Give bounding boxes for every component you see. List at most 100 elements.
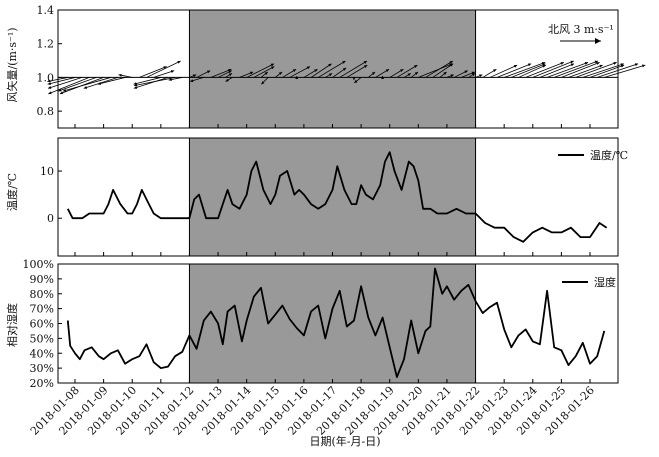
temperature-y-axis-label: 温度/℃ bbox=[5, 173, 19, 211]
y-tick-label: 80% bbox=[30, 288, 54, 301]
wind-vector-head bbox=[270, 66, 275, 70]
wind-vector bbox=[133, 77, 161, 85]
shaded-period-panel-humidity bbox=[189, 264, 476, 383]
wind-vector-head bbox=[414, 65, 418, 68]
wind-vector bbox=[396, 64, 418, 78]
wind-vector-head bbox=[133, 86, 138, 89]
wind-vector-head bbox=[192, 74, 197, 78]
wind-vector-head bbox=[292, 69, 297, 73]
wind-vector-head bbox=[62, 88, 67, 92]
wind-vector bbox=[133, 77, 169, 89]
wind-vector-head bbox=[47, 86, 52, 89]
temperature-line bbox=[66, 151, 608, 243]
y-tick-label: 70% bbox=[30, 303, 54, 316]
y-tick-label: 30% bbox=[30, 362, 54, 375]
wind-vector bbox=[210, 68, 232, 78]
y-tick-label: 20% bbox=[30, 377, 54, 390]
humidity-legend: 湿度 bbox=[562, 275, 616, 289]
wind-vector-head bbox=[354, 79, 358, 83]
y-tick-label: 50% bbox=[30, 332, 54, 345]
humidity-line bbox=[66, 267, 606, 378]
wind-vector-head bbox=[407, 73, 411, 77]
wind-vector-head bbox=[206, 70, 211, 74]
y-tick-label: 90% bbox=[30, 273, 54, 286]
wind-vector-head bbox=[228, 68, 232, 72]
wind-vector bbox=[418, 63, 453, 78]
reference-arrow-head bbox=[595, 38, 601, 44]
wind-vector-head bbox=[527, 63, 532, 67]
wind-vector-head bbox=[48, 91, 52, 95]
wind-vector-head bbox=[278, 71, 283, 76]
wind-vector bbox=[246, 63, 275, 78]
wind-y-axis-label: 风矢量/(m·s⁻¹) bbox=[5, 27, 19, 102]
y-tick-label: 40% bbox=[30, 347, 54, 360]
wind-vector-head bbox=[352, 77, 356, 81]
wind-vector-head bbox=[479, 74, 483, 78]
wind-reference-arrow: 北风 3 m·s⁻¹ bbox=[548, 23, 614, 44]
wind-vector-head bbox=[363, 65, 368, 68]
wind-vector-head bbox=[371, 71, 376, 76]
wind-vector-head bbox=[493, 69, 497, 73]
wind-vector bbox=[47, 77, 83, 89]
wind-vector bbox=[139, 66, 167, 78]
wind-vector-head bbox=[634, 63, 639, 67]
wind-vector-head bbox=[83, 86, 88, 89]
wind-vector-head bbox=[168, 78, 172, 82]
wind-vector-head bbox=[450, 74, 454, 78]
x-axis-label: 日期(年-月-日) bbox=[309, 434, 380, 448]
wind-vector bbox=[346, 64, 368, 78]
wind-vector-head bbox=[314, 69, 318, 73]
wind-vector bbox=[539, 63, 575, 78]
wind-vector bbox=[62, 77, 111, 92]
temperature-series bbox=[66, 151, 608, 243]
wind-vector bbox=[568, 64, 603, 78]
wind-vector-head bbox=[584, 62, 589, 65]
wind-vector-head bbox=[464, 70, 468, 74]
wind-vector bbox=[48, 77, 90, 95]
wind-vector bbox=[561, 62, 600, 78]
y-tick-label: 0.8 bbox=[37, 105, 55, 118]
wind-vector-head bbox=[560, 62, 564, 65]
wind-vector-head bbox=[228, 73, 233, 77]
panel-wind-frame bbox=[57, 9, 619, 129]
wind-vector-head bbox=[177, 60, 181, 64]
wind-vector bbox=[153, 70, 175, 78]
humidity-series bbox=[66, 267, 606, 378]
wind-vector-head bbox=[47, 79, 51, 83]
wind-vector bbox=[511, 63, 546, 78]
shaded-period-panel-temperature bbox=[189, 138, 476, 256]
wind-vector bbox=[496, 63, 532, 78]
humidity-y-axis-label: 相对湿度 bbox=[5, 303, 19, 347]
wind-vector-head bbox=[225, 78, 229, 82]
wind-vector bbox=[339, 60, 368, 78]
reference-arrow-label: 北风 3 m·s⁻¹ bbox=[548, 23, 614, 36]
wind-vector-head bbox=[58, 88, 62, 92]
y-tick-label: 10 bbox=[40, 165, 54, 178]
wind-vector-head bbox=[134, 83, 138, 87]
wind-vector bbox=[317, 60, 346, 78]
wind-vector-head bbox=[228, 70, 232, 74]
wind-vector-head bbox=[306, 66, 311, 70]
wind-vector bbox=[289, 66, 311, 78]
wind-vector bbox=[532, 60, 574, 78]
wind-vector bbox=[432, 63, 454, 78]
y-tick-label: 60% bbox=[30, 318, 54, 331]
wind-vector-head bbox=[570, 63, 575, 67]
humidity-legend-label: 湿度 bbox=[594, 275, 616, 289]
wind-vector bbox=[518, 64, 546, 78]
wind-vector-head bbox=[385, 69, 390, 73]
wind-vector bbox=[58, 77, 97, 92]
wind-vector-head bbox=[596, 62, 600, 65]
y-tick-label: 100% bbox=[23, 258, 54, 271]
wind-vector bbox=[525, 62, 565, 78]
wind-vector-head bbox=[513, 64, 518, 68]
wind-vector bbox=[134, 77, 176, 87]
wind-vector-head bbox=[414, 71, 419, 76]
wind-vector-head bbox=[613, 62, 617, 65]
wind-vector-head bbox=[328, 63, 332, 67]
y-tick-label: 1.4 bbox=[37, 4, 55, 17]
panel-temperature-frame bbox=[57, 137, 619, 257]
wind-vector-head bbox=[381, 76, 385, 80]
wind-vectors bbox=[47, 60, 646, 95]
